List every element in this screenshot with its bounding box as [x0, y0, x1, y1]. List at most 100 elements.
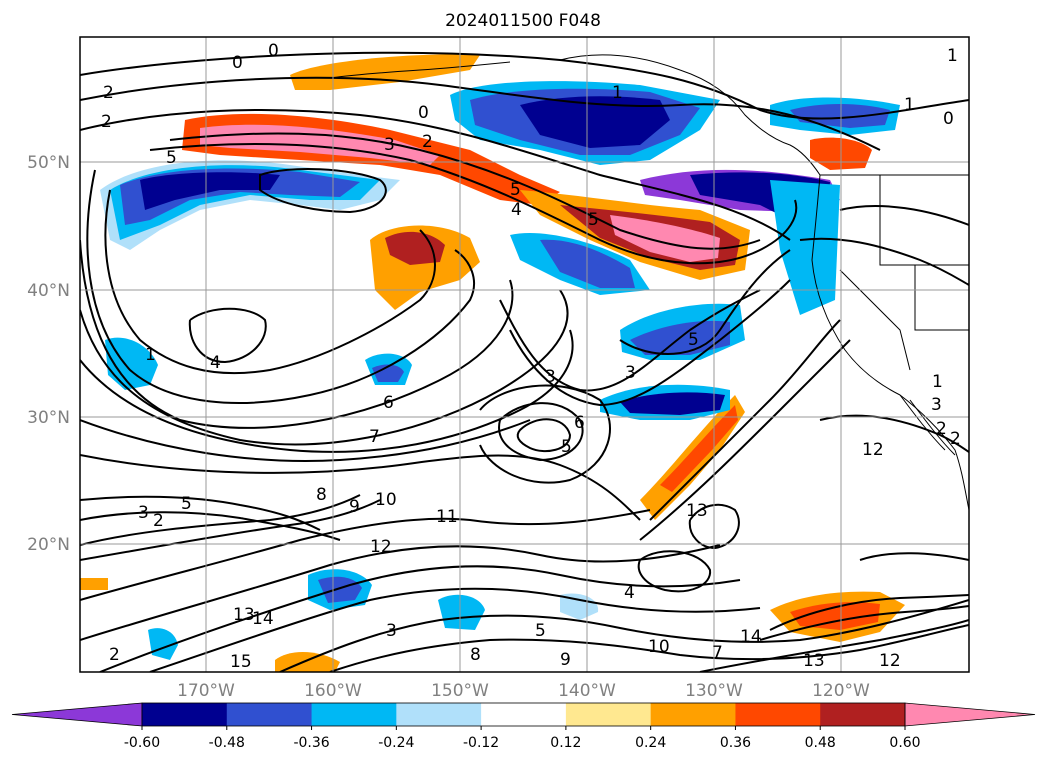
shade-cyan-bottom-right	[560, 593, 599, 620]
contour-label: 4	[210, 353, 221, 373]
contour-label: 3	[384, 135, 395, 155]
lat-label-50n: 50°N	[27, 153, 70, 173]
contour-line	[80, 51, 969, 120]
shade-cyan-bottom-far-left	[148, 628, 178, 660]
contour-label: 2	[936, 419, 947, 439]
shade-red-diagonal	[660, 405, 738, 492]
contour-label: 12	[879, 651, 901, 671]
contour-label: 2	[153, 511, 164, 531]
contour-label: 3	[931, 395, 942, 415]
contour-label: 2	[950, 429, 961, 449]
shade-navy-west	[140, 172, 280, 210]
figure-title: 2024011500 F048	[445, 11, 601, 31]
colorbar-segment	[735, 703, 821, 726]
contour-label: 1	[947, 46, 958, 66]
contour-label: 8	[316, 485, 327, 505]
contour-line	[188, 307, 267, 364]
contour-label: 7	[369, 427, 380, 447]
contour-label: 5	[535, 621, 546, 641]
colorbar-tick-label: 0.24	[635, 735, 666, 751]
colorbar-tick-label: -0.60	[124, 735, 160, 751]
contour-label: 0	[268, 41, 279, 61]
shade-cyan-west-edge	[105, 337, 158, 390]
contour-line	[769, 594, 969, 631]
contour-line	[509, 279, 791, 407]
colorbar-frame	[141, 702, 906, 727]
contour-line	[80, 454, 641, 521]
contour-line	[499, 289, 761, 392]
latitude-labels: 50°N 40°N 30°N 20°N	[27, 153, 70, 555]
contour-label: 1	[612, 83, 623, 103]
contour-line	[329, 624, 969, 672]
contour-label: 15	[230, 652, 252, 672]
contour-line	[859, 552, 969, 561]
contour-label: 1	[145, 345, 156, 365]
lon-label-140w: 140°W	[558, 681, 616, 701]
contour-line	[149, 587, 761, 672]
longitude-labels: 170°W 160°W 150°W 140°W 130°W 120°W	[177, 681, 870, 701]
colorbar-tick-label: 0.48	[805, 735, 836, 751]
colorbar: -0.60 -0.48 -0.36 -0.24 -0.12 0.12 0.24 0.36 0.4…	[11, 702, 1036, 751]
contour-line	[799, 237, 969, 286]
contour-label: 0	[232, 53, 243, 73]
shade-orange-far-left	[80, 578, 108, 590]
lat-label-20n: 20°N	[27, 535, 70, 555]
colorbar-tick-label: 0.60	[889, 735, 920, 751]
contour-line	[279, 599, 969, 672]
colorbar-tick-label: -0.36	[293, 735, 329, 751]
map-frame	[79, 36, 970, 673]
contour-line	[80, 544, 721, 641]
contour-line	[149, 143, 798, 265]
lon-label-130w: 130°W	[685, 681, 743, 701]
contour-label: 9	[560, 650, 571, 670]
shade-blue-bottom-left	[318, 576, 362, 603]
colorbar-tick-label: 0.36	[720, 735, 751, 751]
colorbar-tick-label: -0.24	[378, 735, 414, 751]
shade-red-southeast	[790, 602, 880, 630]
contour-line	[80, 499, 381, 561]
contour-label: 8	[470, 645, 481, 665]
colorbar-tick-label: -0.48	[209, 735, 245, 751]
colorbar-tick-label: -0.12	[463, 735, 499, 751]
lat-label-30n: 30°N	[27, 408, 70, 428]
colorbar-segment	[650, 703, 736, 726]
contour-line	[169, 132, 761, 250]
contour-label: 3	[386, 621, 397, 641]
contour-label: 1	[932, 372, 943, 392]
contour-label: 10	[648, 637, 670, 657]
contour-line	[699, 619, 969, 672]
lon-label-170w: 170°W	[177, 681, 235, 701]
colorbar-extend-min	[11, 702, 143, 727]
contour-label: 12	[862, 440, 884, 460]
contour-label: 13	[686, 501, 708, 521]
contour-label: 0	[418, 103, 429, 123]
shade-navy-north-center	[520, 96, 670, 148]
contour-line	[516, 418, 572, 453]
contour-line	[819, 414, 969, 453]
contour-line	[637, 550, 712, 593]
coastline-layer	[329, 54, 969, 511]
contour-label: 9	[349, 497, 360, 517]
graticule	[80, 37, 969, 672]
contour-label: 5	[561, 437, 572, 457]
contour-line	[104, 189, 436, 375]
contour-line	[80, 511, 341, 541]
lon-label-150w: 150°W	[431, 681, 489, 701]
contour-label: 12	[370, 537, 392, 557]
contour-label: 3	[625, 363, 636, 383]
colorbar-segment	[481, 703, 567, 726]
contour-line	[839, 205, 969, 226]
contour-label: 6	[383, 393, 394, 413]
contour-label: 5	[166, 148, 177, 168]
contour-line	[80, 289, 569, 446]
contour-line	[639, 339, 851, 541]
colorbar-segment	[820, 703, 906, 726]
contour-label: 1	[904, 95, 915, 115]
contour-label: 5	[181, 494, 192, 514]
contour-line	[80, 109, 791, 241]
shade-blue-lower-mid	[620, 392, 725, 415]
baja-peninsula	[899, 394, 956, 456]
coastline-aleutians	[329, 61, 511, 79]
colorbar-tick-label: 0.12	[550, 735, 581, 751]
contour-label: 7	[712, 643, 723, 663]
